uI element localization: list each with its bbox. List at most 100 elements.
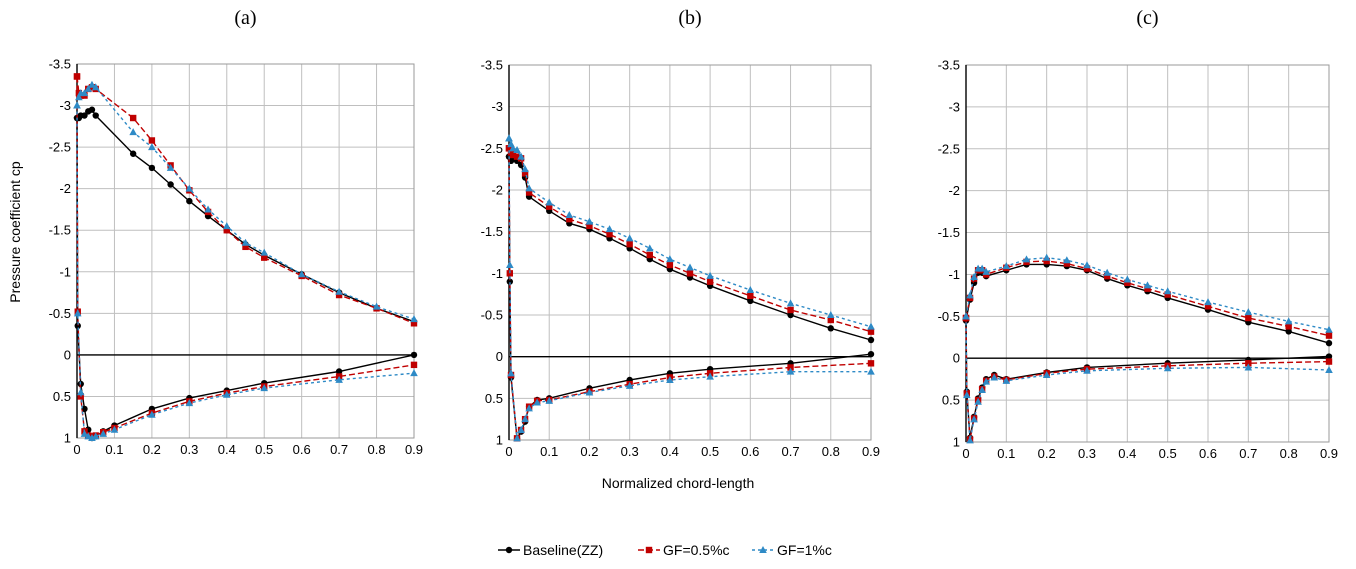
data-point [1245, 314, 1252, 322]
x-tick-label: 0.2 [1038, 446, 1056, 461]
data-point [1143, 281, 1152, 289]
y-tick-label: -2 [948, 183, 960, 198]
data-point [91, 83, 100, 91]
data-point [1103, 272, 1111, 280]
data-point [513, 153, 521, 160]
x-tick-label: 0 [962, 446, 969, 461]
data-point [1042, 253, 1051, 261]
legend-marker [759, 546, 767, 553]
data-point [1244, 308, 1253, 316]
y-tick-label: -2.5 [938, 141, 960, 156]
data-point [92, 112, 99, 119]
legend-label: GF=1%c [777, 542, 832, 558]
data-point [525, 404, 533, 412]
x-tick-label: 0.7 [330, 442, 348, 457]
data-point [80, 89, 89, 97]
data-point [506, 270, 514, 277]
y-tick-label: -3.5 [49, 57, 71, 72]
data-point [88, 80, 96, 88]
series-line-upper [508, 156, 872, 341]
data-point [1042, 370, 1051, 378]
x-tick-label: 0.6 [1199, 446, 1217, 461]
data-point [513, 434, 521, 442]
x-tick-label: 0 [73, 442, 80, 457]
data-point [625, 381, 634, 389]
data-point [1325, 358, 1333, 365]
series-line-upper [76, 83, 415, 320]
x-tick-label: 0.1 [997, 446, 1015, 461]
data-point [148, 143, 156, 151]
x-tick-label: 0.1 [105, 442, 123, 457]
legend-item: GF=0.5%c [638, 542, 730, 558]
panel-label: (c) [1136, 7, 1158, 29]
data-point [129, 114, 137, 122]
series-line-lower [508, 138, 871, 441]
data-point [1163, 364, 1172, 372]
data-point [410, 351, 418, 359]
data-point [505, 134, 513, 142]
data-point [167, 181, 174, 188]
data-point [517, 152, 525, 160]
x-tick-label: 0.3 [1078, 446, 1096, 461]
data-point [826, 311, 835, 318]
y-tick-label: -0.5 [481, 308, 503, 323]
data-point [1144, 285, 1151, 292]
y-tick-label: 1 [953, 435, 960, 450]
data-point [372, 302, 381, 310]
data-point [787, 364, 794, 371]
data-point [1083, 366, 1091, 374]
data-point [827, 316, 834, 324]
data-point [410, 369, 418, 377]
y-tick-label: -1.5 [49, 223, 71, 238]
data-point [1022, 255, 1031, 263]
y-tick-label: -2 [59, 181, 71, 196]
data-point [963, 391, 971, 399]
x-tick-label: 0.6 [741, 444, 759, 459]
y-tick-label: -1.5 [481, 224, 503, 239]
data-point [297, 270, 306, 278]
data-point [566, 215, 573, 223]
data-point [706, 372, 714, 380]
data-point [978, 264, 986, 272]
data-point [521, 165, 529, 173]
plot-frame [76, 63, 415, 439]
data-point [335, 287, 343, 295]
data-point [606, 230, 613, 238]
data-point [1325, 339, 1333, 347]
data-point [525, 184, 533, 192]
x-tick-label: 0.9 [862, 444, 880, 459]
data-point [1063, 256, 1071, 264]
data-point [787, 306, 794, 314]
data-point [509, 144, 517, 152]
y-tick-label: -0.5 [49, 306, 71, 321]
data-point [335, 375, 343, 383]
data-point [517, 426, 525, 433]
data-point [88, 106, 96, 113]
data-point [585, 388, 594, 396]
data-point [99, 429, 108, 437]
series-line-upper [965, 260, 1330, 337]
data-point [148, 410, 156, 418]
data-point [1244, 363, 1253, 371]
data-point [1163, 287, 1172, 295]
data-point [586, 222, 593, 230]
x-tick-label: 0.7 [1239, 446, 1257, 461]
y-tick-label: -3.5 [938, 58, 960, 73]
data-point [73, 73, 81, 80]
data-point [335, 291, 343, 299]
data-point [646, 251, 653, 259]
data-point [966, 436, 974, 444]
x-tick-label: 0.4 [218, 442, 236, 457]
data-point [166, 163, 175, 171]
x-tick-label: 0.2 [143, 442, 161, 457]
data-point [1284, 317, 1293, 325]
y-tick-label: -1.5 [938, 225, 960, 240]
y-tick-label: 1 [64, 431, 71, 446]
y-tick-label: 0.5 [53, 389, 71, 404]
data-point [186, 197, 193, 205]
data-point [546, 203, 553, 210]
y-tick-label: -3 [59, 98, 71, 113]
data-point [645, 244, 654, 252]
x-tick-label: 0.4 [661, 444, 679, 459]
